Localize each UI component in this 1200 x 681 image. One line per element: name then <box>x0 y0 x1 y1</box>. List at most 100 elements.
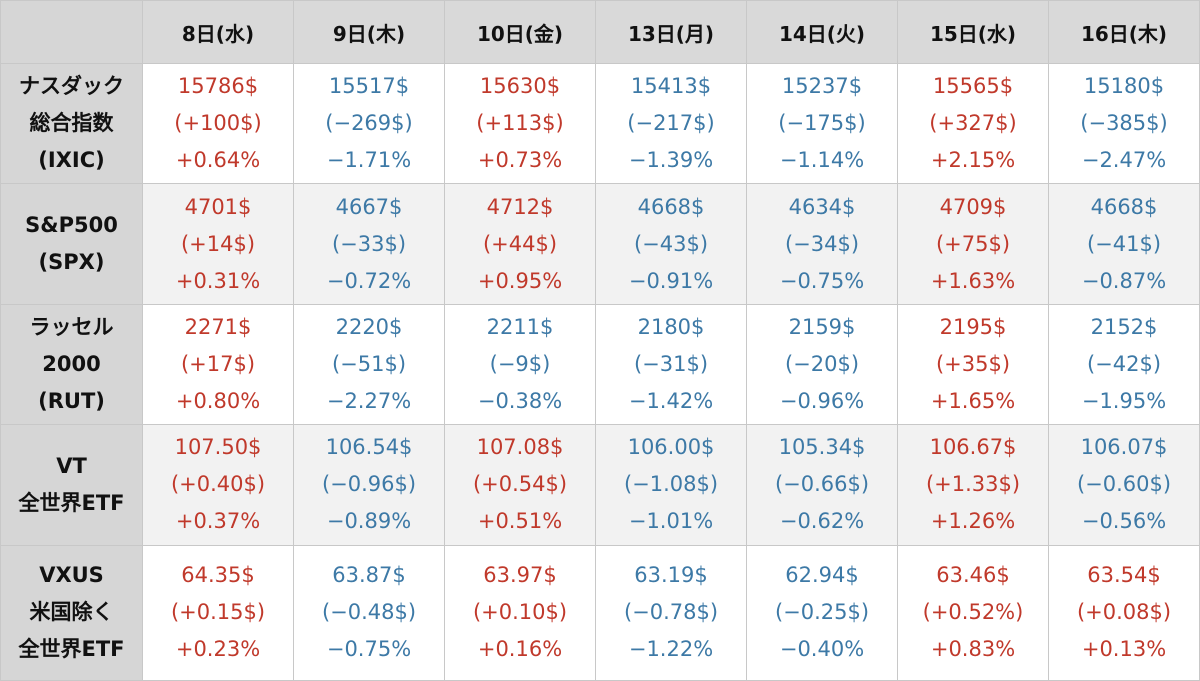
date-header: 14日(火) <box>746 0 898 64</box>
price-change: (−0.66$) <box>774 472 870 497</box>
price-change: (+14$) <box>180 231 256 256</box>
value-cell: 15786$ (+100$) +0.64% <box>142 62 294 185</box>
price-change: (−0.60$) <box>1076 472 1172 497</box>
value-cell: 105.34$ (−0.66$) −0.62% <box>746 424 898 546</box>
value-cell: 63.97$ (+0.10$) +0.16% <box>444 544 596 681</box>
index-name-cell: S&P500 (SPX) <box>0 183 143 305</box>
closing-price: 4668$ <box>1090 194 1158 219</box>
value-cell: 4709$ (+75$) +1.63% <box>897 183 1049 305</box>
percent-change: +0.13% <box>1081 637 1167 662</box>
percent-change: −1.39% <box>628 148 714 173</box>
price-change: (+0.10$) <box>472 600 568 625</box>
percent-change: +0.80% <box>175 388 261 413</box>
value-cell: 2220$ (−51$) −2.27% <box>293 303 445 426</box>
closing-price: 4634$ <box>788 194 856 219</box>
closing-price: 64.35$ <box>181 563 255 588</box>
index-name-line: 総合指数 <box>29 111 114 136</box>
percent-change: +0.51% <box>477 509 563 534</box>
value-cell: 4667$ (−33$) −0.72% <box>293 183 445 305</box>
value-cell: 2152$ (−42$) −1.95% <box>1048 303 1200 426</box>
index-name-cell: VXUS 米国除く 全世界ETF <box>0 544 143 681</box>
percent-change: −1.22% <box>628 637 714 662</box>
closing-price: 107.50$ <box>174 435 262 460</box>
value-cell: 106.07$ (−0.60$) −0.56% <box>1048 424 1200 546</box>
price-change: (−41$) <box>1086 231 1162 256</box>
closing-price: 4712$ <box>486 194 554 219</box>
closing-price: 15786$ <box>177 74 259 99</box>
price-change: (−9$) <box>489 351 551 376</box>
price-change: (−34$) <box>784 231 860 256</box>
closing-price: 4667$ <box>335 194 403 219</box>
index-name-line: (SPX) <box>38 250 105 275</box>
closing-price: 4709$ <box>939 194 1007 219</box>
closing-price: 15630$ <box>479 74 561 99</box>
value-cell: 63.46$ (+0.52%) +0.83% <box>897 544 1049 681</box>
value-cell: 4668$ (−41$) −0.87% <box>1048 183 1200 305</box>
closing-price: 2152$ <box>1090 314 1158 339</box>
price-change: (+0.52%) <box>922 600 1024 625</box>
price-change: (+1.33$) <box>925 472 1021 497</box>
closing-price: 63.46$ <box>936 563 1010 588</box>
index-name-line: 全世界ETF <box>18 490 125 515</box>
percent-change: +0.73% <box>477 148 563 173</box>
index-name-line: VT <box>56 453 87 478</box>
closing-price: 63.54$ <box>1087 563 1161 588</box>
table-body: ナスダック総合指数 (IXIC) 15786$ (+100$) +0.64% 15517$… <box>0 62 1200 681</box>
percent-change: −0.75% <box>779 268 865 293</box>
value-cell: 2211$ (−9$) −0.38% <box>444 303 596 426</box>
percent-change: −2.47% <box>1081 148 1167 173</box>
closing-price: 63.19$ <box>634 563 708 588</box>
percent-change: −2.27% <box>326 388 412 413</box>
table-row: VT 全世界ETF 107.50$ (+0.40$) +0.37% 106.54$ (−0.… <box>0 424 1200 546</box>
closing-price: 2220$ <box>335 314 403 339</box>
value-cell: 106.54$ (−0.96$) −0.89% <box>293 424 445 546</box>
price-change: (−0.96$) <box>321 472 417 497</box>
price-change: (−33$) <box>331 231 407 256</box>
price-change: (+0.08$) <box>1076 600 1172 625</box>
price-change: (+327$) <box>929 111 1017 136</box>
table-row: ナスダック総合指数 (IXIC) 15786$ (+100$) +0.64% 15517$… <box>0 62 1200 185</box>
closing-price: 15237$ <box>781 74 863 99</box>
corner-cell <box>0 0 143 64</box>
value-cell: 15565$ (+327$) +2.15% <box>897 62 1049 185</box>
index-name-line: ナスダック <box>19 74 124 99</box>
percent-change: −0.38% <box>477 388 563 413</box>
index-name-line: S&P500 <box>25 213 118 238</box>
percent-change: +0.16% <box>477 637 563 662</box>
index-name-line: 全世界ETF <box>18 637 125 662</box>
price-change: (−31$) <box>633 351 709 376</box>
price-change: (+0.54$) <box>472 472 568 497</box>
percent-change: −0.87% <box>1081 268 1167 293</box>
price-change: (+0.40$) <box>170 472 266 497</box>
value-cell: 4712$ (+44$) +0.95% <box>444 183 596 305</box>
closing-price: 15565$ <box>932 74 1014 99</box>
index-name-cell: VT 全世界ETF <box>0 424 143 546</box>
percent-change: −0.91% <box>628 268 714 293</box>
price-change: (−43$) <box>633 231 709 256</box>
index-name-cell: ナスダック総合指数 (IXIC) <box>0 62 143 185</box>
date-header: 9日(木) <box>293 0 445 64</box>
closing-price: 63.97$ <box>483 563 557 588</box>
value-cell: 15517$ (−269$) −1.71% <box>293 62 445 185</box>
percent-change: −0.40% <box>779 637 865 662</box>
date-header: 15日(水) <box>897 0 1049 64</box>
table-row: ラッセル 2000 (RUT) 2271$ (+17$) +0.80% 2220$ (−51$… <box>0 303 1200 426</box>
closing-price: 107.08$ <box>476 435 564 460</box>
price-change: (−217$) <box>627 111 715 136</box>
value-cell: 4634$ (−34$) −0.75% <box>746 183 898 305</box>
value-cell: 15413$ (−217$) −1.39% <box>595 62 747 185</box>
value-cell: 64.35$ (+0.15$) +0.23% <box>142 544 294 681</box>
price-change: (+113$) <box>476 111 564 136</box>
percent-change: −0.56% <box>1081 509 1167 534</box>
value-cell: 2159$ (−20$) −0.96% <box>746 303 898 426</box>
closing-price: 106.00$ <box>627 435 715 460</box>
percent-change: +0.37% <box>175 509 261 534</box>
date-header: 8日(水) <box>142 0 294 64</box>
value-cell: 2271$ (+17$) +0.80% <box>142 303 294 426</box>
price-change: (−42$) <box>1086 351 1162 376</box>
percent-change: −1.14% <box>779 148 865 173</box>
price-change: (−385$) <box>1080 111 1168 136</box>
index-name-line: (IXIC) <box>38 148 105 173</box>
index-name-line: 米国除く <box>29 600 114 625</box>
